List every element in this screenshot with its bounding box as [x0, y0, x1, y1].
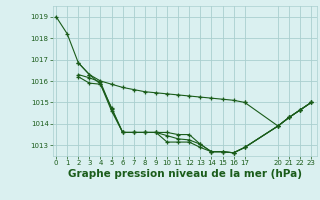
X-axis label: Graphe pression niveau de la mer (hPa): Graphe pression niveau de la mer (hPa): [68, 169, 302, 179]
